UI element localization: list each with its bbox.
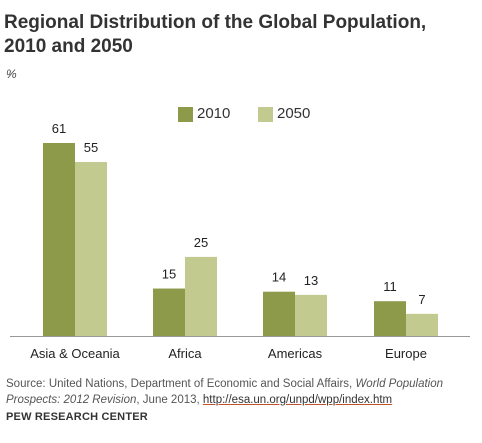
bar-europe-2050: [406, 313, 438, 336]
legend-label-2010: 2010: [197, 105, 231, 122]
value-label-europe-2050: 7: [418, 292, 425, 307]
bar-americas-2050: [295, 294, 327, 336]
bar-africa-2010: [153, 288, 185, 336]
chart-title-line2: 2010 and 2050: [4, 36, 133, 57]
source-report: World Population Prospects: 2012 Revisio…: [6, 378, 444, 406]
category-label-africa: Africa: [168, 346, 202, 361]
value-label-asia-oceania-2010: 61: [52, 121, 66, 136]
chart-title-line1: Regional Distribution of the Global Popu…: [4, 12, 427, 33]
bar-africa-2050: [185, 256, 217, 336]
value-label-americas-2050: 13: [304, 273, 318, 288]
category-label-europe: Europe: [385, 346, 427, 361]
value-label-asia-oceania-2050: 55: [84, 140, 98, 155]
source-prefix: Source: United Nations, Department of Ec…: [6, 378, 356, 390]
source-middle: , June 2013,: [136, 394, 203, 406]
bar-asia-oceania-2010: [43, 143, 75, 336]
category-label-asia-oceania: Asia & Oceania: [30, 346, 120, 361]
category-label-americas: Americas: [268, 346, 323, 361]
legend-label-2050: 2050: [277, 105, 311, 122]
source-note: Source: United Nations, Department of Ec…: [6, 376, 476, 408]
unit-label: %: [6, 67, 17, 81]
legend-swatch-2010: [178, 107, 193, 122]
value-label-americas-2010: 14: [272, 270, 286, 285]
bar-europe-2010: [374, 301, 406, 336]
legend-swatch-2050: [258, 107, 273, 122]
source-link[interactable]: http://esa.un.org/unpd/wpp/index.htm: [202, 394, 393, 406]
footer-credit: PEW RESEARCH CENTER: [6, 411, 148, 423]
bar-americas-2010: [263, 291, 295, 336]
value-label-africa-2050: 25: [194, 235, 208, 250]
chart-title: Regional Distribution of the Global Popu…: [4, 11, 474, 59]
value-label-africa-2010: 15: [162, 267, 176, 282]
value-label-europe-2010: 11: [383, 279, 397, 294]
bar-asia-oceania-2050: [75, 161, 107, 336]
